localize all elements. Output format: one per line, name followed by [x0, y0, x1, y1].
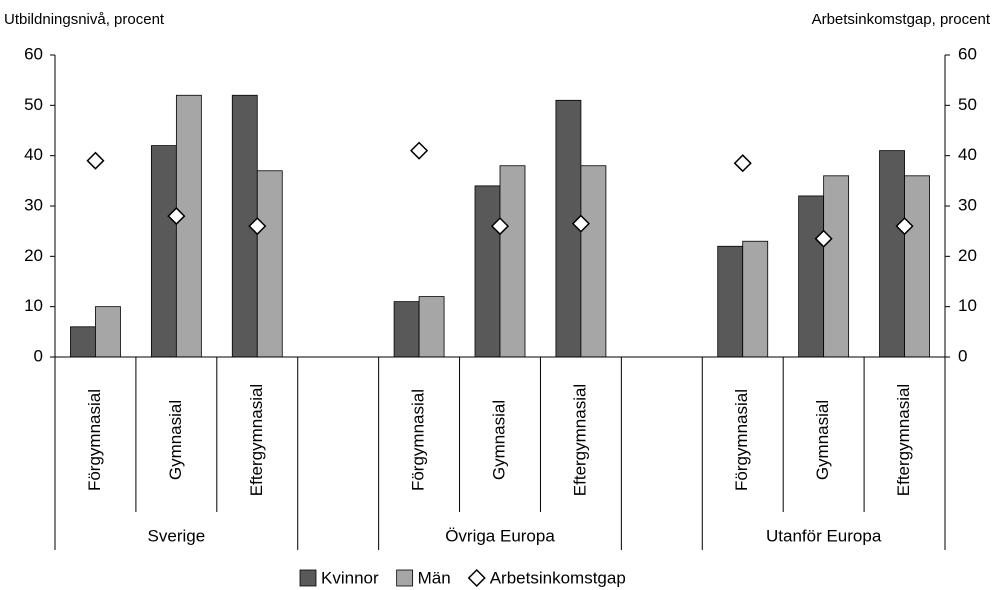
group-label: Övriga Europa — [445, 526, 555, 545]
bar — [580, 165, 607, 358]
y2-tick-label: 20 — [958, 246, 977, 265]
y-tick-label: 40 — [24, 145, 43, 164]
diamond-marker — [86, 151, 105, 170]
legend-marker — [467, 568, 486, 588]
diamond-marker — [167, 207, 186, 226]
y-tick-label: 0 — [34, 346, 43, 365]
legend-label: Kvinnor — [321, 568, 379, 587]
legend-label: Arbetsinkomstgap — [490, 568, 626, 587]
y-tick-label: 10 — [24, 296, 43, 315]
bar — [879, 150, 905, 358]
y-tick-label: 20 — [24, 246, 43, 265]
bar — [904, 175, 930, 358]
bar — [70, 326, 96, 358]
bar — [474, 185, 501, 358]
bar — [717, 245, 744, 358]
bar — [95, 306, 121, 358]
legend-swatch — [299, 569, 317, 587]
diamond-marker — [571, 214, 590, 233]
x-tick-label: Eftergymnasial — [570, 384, 589, 496]
legend-label: Män — [418, 568, 451, 587]
diamond-marker — [410, 141, 429, 160]
x-tick-label: Förgymnasial — [732, 389, 751, 491]
bar — [150, 145, 177, 358]
y-tick-label: 60 — [24, 44, 43, 63]
bar — [742, 240, 769, 358]
bar — [418, 296, 445, 358]
x-tick-label: Gymnasial — [813, 400, 832, 480]
diamond-marker — [733, 154, 752, 173]
x-tick-label: Gymnasial — [166, 400, 185, 480]
y2-tick-label: 30 — [958, 195, 977, 214]
bar — [823, 175, 850, 358]
x-tick-label: Eftergymnasial — [247, 384, 266, 496]
diamond-marker — [248, 217, 267, 236]
x-tick-label: Gymnasial — [489, 400, 508, 480]
bar — [499, 165, 526, 358]
y2-axis-label: Arbetsinkomstgap, procent — [812, 11, 991, 28]
y-tick-label: 50 — [24, 95, 43, 114]
x-tick-label: Förgymnasial — [409, 389, 428, 491]
group-label: Sverige — [148, 526, 206, 545]
diamond-marker — [814, 229, 833, 248]
y2-tick-label: 10 — [958, 296, 977, 315]
group-label: Utanför Europa — [766, 526, 882, 545]
bar — [256, 170, 283, 358]
diamond-marker — [490, 217, 510, 236]
legend-swatch — [396, 569, 414, 587]
y-tick-label: 30 — [24, 195, 43, 214]
x-tick-label: Eftergymnasial — [894, 384, 913, 496]
y2-tick-label: 60 — [958, 44, 977, 63]
y2-tick-label: 50 — [958, 95, 977, 114]
bar — [393, 301, 420, 358]
y2-tick-label: 0 — [958, 346, 967, 365]
bar — [798, 195, 825, 358]
y2-tick-label: 40 — [958, 145, 977, 164]
x-tick-label: Förgymnasial — [85, 389, 104, 491]
bar — [175, 94, 202, 358]
y-axis-label: Utbildningsnivå, procent — [4, 11, 165, 28]
diamond-marker — [895, 217, 914, 236]
